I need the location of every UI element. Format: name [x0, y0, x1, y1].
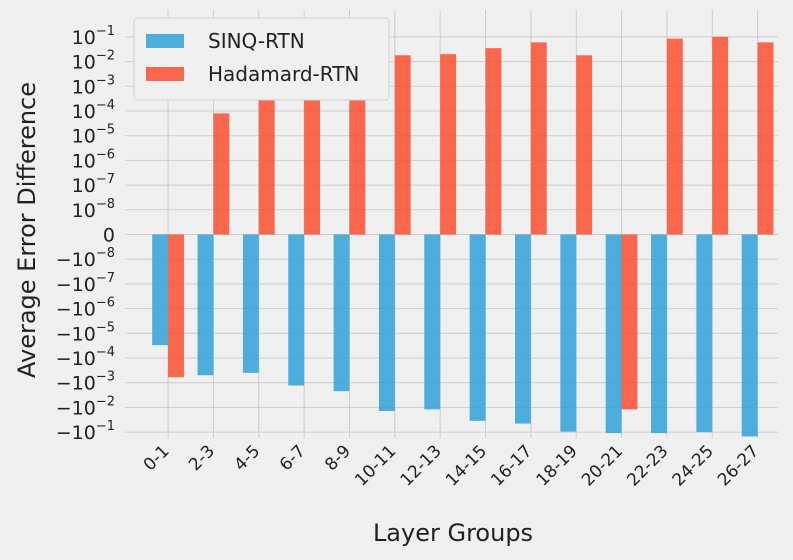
y-axis-label: Average Error Difference [13, 82, 41, 378]
y-tick-label: −10−3 [56, 370, 115, 395]
y-tick-label: −10−1 [56, 419, 115, 444]
bar-sinq-rtn-0-1 [152, 234, 169, 346]
y-tick-label: 10−6 [72, 147, 115, 172]
bar-sinq-rtn-14-15 [469, 234, 486, 421]
x-tick-label: 8-9 [321, 441, 355, 475]
x-tick-label: 14-15 [442, 441, 491, 490]
x-axis-label: Layer Groups [373, 519, 533, 547]
bar-sinq-rtn-24-25 [696, 234, 713, 433]
bar-hadamard-rtn-8-9 [349, 74, 366, 235]
bar-hadamard-rtn-16-17 [530, 42, 547, 235]
bar-sinq-rtn-18-19 [560, 234, 577, 432]
bar-sinq-rtn-8-9 [333, 234, 350, 392]
y-tick-label: 10−7 [72, 172, 115, 197]
bar-hadamard-rtn-4-5 [258, 74, 275, 235]
bar-hadamard-rtn-10-11 [394, 55, 411, 235]
x-tick-label: 0-1 [140, 441, 174, 475]
y-tick-label: −10−8 [56, 246, 115, 271]
y-tick-label: 10−4 [72, 98, 115, 123]
y-axis-ticks: 10−110−210−310−410−510−610−710−80−10−8−1… [56, 24, 115, 444]
x-tick-label: 22-23 [623, 441, 672, 490]
bar-hadamard-rtn-26-27 [757, 42, 774, 235]
y-tick-label: −10−2 [56, 394, 115, 419]
legend-swatch-hadamard-rtn [146, 67, 184, 81]
legend-label-hadamard-rtn: Hadamard-RTN [208, 62, 359, 86]
bar-sinq-rtn-26-27 [741, 234, 758, 437]
y-tick-label: 10−1 [72, 24, 115, 49]
bar-hadamard-rtn-2-3 [213, 113, 230, 235]
x-tick-label: 18-19 [533, 441, 582, 490]
bar-hadamard-rtn-18-19 [576, 55, 593, 235]
x-tick-label: 10-11 [351, 441, 400, 490]
bar-hadamard-rtn-22-23 [666, 38, 683, 235]
legend-swatch-sinq-rtn [146, 34, 184, 48]
bars [152, 36, 774, 437]
y-tick-label: −10−4 [56, 345, 115, 370]
bar-hadamard-rtn-0-1 [168, 234, 184, 378]
y-tick-label: 10−2 [72, 49, 115, 74]
legend-box [133, 17, 390, 101]
bar-sinq-rtn-6-7 [288, 234, 305, 386]
x-axis-ticks: 0-1 2-3 4-5 6-7 8-910-1112-1314-1516-1718-19… [140, 441, 763, 490]
x-tick-label: 2-3 [185, 441, 219, 475]
y-tick-label: 10−3 [72, 73, 115, 98]
bar-sinq-rtn-16-17 [514, 234, 531, 424]
bar-hadamard-rtn-24-25 [712, 36, 729, 235]
bar-sinq-rtn-2-3 [197, 234, 214, 376]
x-tick-label: 6-7 [276, 441, 310, 475]
bar-hadamard-rtn-6-7 [304, 74, 320, 235]
x-tick-label: 26-27 [714, 441, 763, 490]
bar-sinq-rtn-12-13 [424, 234, 441, 410]
bar-sinq-rtn-10-11 [378, 234, 395, 412]
x-tick-label: 4-5 [231, 441, 265, 475]
x-tick-label: 20-21 [578, 441, 627, 490]
y-tick-label: 10−8 [72, 197, 115, 222]
y-tick-label: −10−7 [56, 271, 115, 296]
x-tick-label: 24-25 [669, 441, 718, 490]
x-tick-label: 12-13 [397, 441, 446, 490]
y-tick-label: 0 [103, 225, 115, 247]
bar-sinq-rtn-22-23 [651, 234, 667, 434]
y-tick-label: 10−5 [72, 123, 115, 148]
bar-sinq-rtn-4-5 [242, 234, 259, 373]
legend: SINQ-RTN Hadamard-RTN [133, 17, 390, 101]
bar-sinq-rtn-20-21 [605, 234, 622, 434]
legend-label-sinq-rtn: SINQ-RTN [208, 29, 305, 53]
bar-hadamard-rtn-20-21 [621, 234, 638, 410]
x-tick-label: 16-17 [487, 441, 536, 490]
y-tick-label: −10−5 [56, 320, 115, 345]
y-tick-label: −10−6 [56, 296, 115, 321]
bar-hadamard-rtn-12-13 [440, 54, 457, 235]
bar-hadamard-rtn-14-15 [485, 48, 502, 235]
